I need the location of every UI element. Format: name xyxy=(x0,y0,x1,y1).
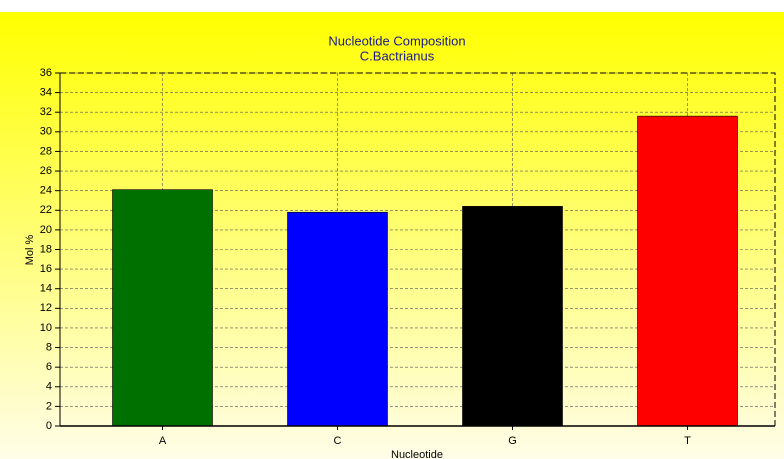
bar xyxy=(112,189,213,427)
y-tick-label: 24 xyxy=(40,185,52,197)
y-tick-label: 2 xyxy=(46,400,52,412)
y-tick-label: 20 xyxy=(40,224,52,236)
y-tick-label: 36 xyxy=(40,67,52,79)
y-tick-label: 34 xyxy=(40,87,52,99)
y-tick-label: 28 xyxy=(40,145,52,157)
x-axis-label: Nucleotide xyxy=(391,449,443,459)
bar xyxy=(637,115,738,427)
y-tick-label: 26 xyxy=(40,165,52,177)
y-tick-label: 22 xyxy=(40,204,52,216)
bar xyxy=(462,206,563,427)
x-tick-label: T xyxy=(684,435,691,447)
y-tick-label: 10 xyxy=(40,322,52,334)
y-tick-label: 30 xyxy=(40,126,52,138)
y-tick-label: 8 xyxy=(46,341,52,353)
chart-subtitle: C.Bactrianus xyxy=(360,48,435,63)
y-axis-label: Mol % xyxy=(24,235,36,266)
y-tick-label: 14 xyxy=(40,283,52,295)
y-tick-label: 16 xyxy=(40,263,52,275)
y-tick-label: 6 xyxy=(46,361,52,373)
y-tick-label: 18 xyxy=(40,243,52,255)
y-tick-label: 0 xyxy=(46,420,52,432)
x-tick-label: C xyxy=(334,435,342,447)
x-tick-label: A xyxy=(159,435,167,447)
x-tick-label: G xyxy=(508,435,517,447)
y-tick-label: 12 xyxy=(40,302,52,314)
y-tick-label: 4 xyxy=(46,381,52,393)
y-tick-label: 32 xyxy=(40,106,52,118)
chart-title: Nucleotide Composition xyxy=(328,33,465,48)
bar xyxy=(287,211,388,427)
